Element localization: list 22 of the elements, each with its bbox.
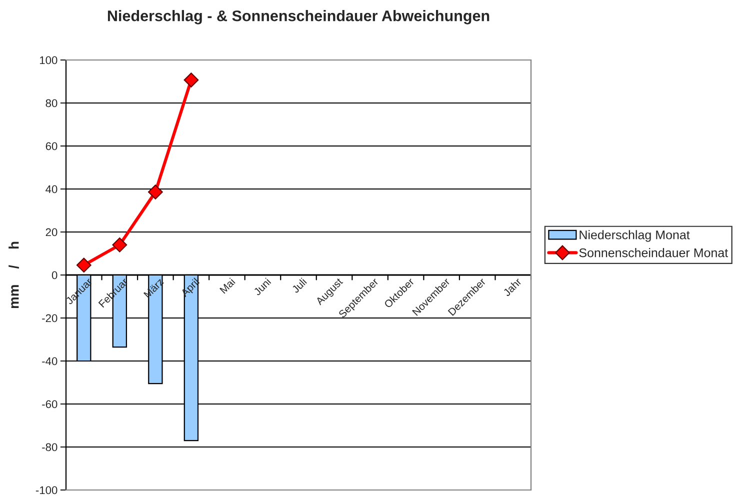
x-tick-label: Jahr xyxy=(502,277,522,297)
point xyxy=(76,258,92,273)
y-tick-label: 100 xyxy=(40,56,58,64)
legend-label: Niederschlag Monat xyxy=(580,230,690,242)
y-axis-title: mm / h xyxy=(8,242,19,308)
x-tick-label: Mai xyxy=(219,278,236,294)
point xyxy=(184,72,199,88)
y-tick-label: -40 xyxy=(42,357,58,366)
y-tick-label: -80 xyxy=(42,443,58,452)
y-tick-label: 80 xyxy=(46,99,58,108)
y-tick-label: 40 xyxy=(46,185,58,194)
point xyxy=(148,184,163,200)
chart-title: Niederschlag - & Sonnenscheindauer Abweichungen xyxy=(108,10,490,24)
y-tick-label: -60 xyxy=(42,400,58,408)
y-tick-label: -100 xyxy=(36,486,58,494)
point xyxy=(112,237,128,252)
legend-label: Sonnenscheindauer Monat xyxy=(579,248,728,258)
y-tick-label: 60 xyxy=(46,142,58,150)
y-tick-label: -20 xyxy=(42,314,58,322)
y-tick-label: 0 xyxy=(52,271,58,280)
x-tick-label: Juli xyxy=(291,278,307,294)
y-tick-label: 20 xyxy=(46,228,58,236)
